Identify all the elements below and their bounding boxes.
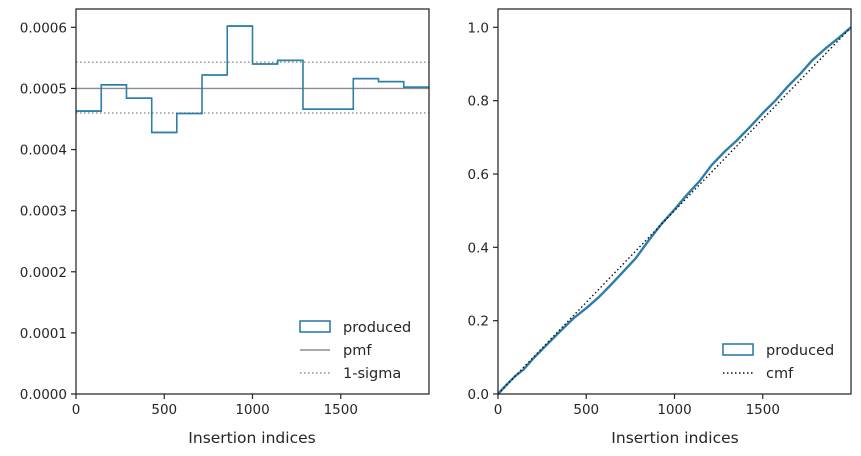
legend-label-cmf: cmf — [766, 366, 794, 382]
left-y-tick-label: 0.0005 — [20, 81, 67, 97]
left-x-axis-title: Insertion indices — [188, 429, 315, 447]
legend-swatch-produced — [299, 320, 331, 333]
legend-label-produced: produced — [343, 320, 411, 336]
left-x-tick-label: 1500 — [324, 402, 358, 418]
left-y-tick-label: 0.0002 — [20, 265, 67, 281]
right-x-tick-label: 0 — [494, 402, 503, 418]
right-y-tick-label: 0.4 — [468, 240, 489, 256]
left-legend: produced pmf 1-sigma — [299, 320, 411, 382]
left-plot-frame — [75, 8, 430, 395]
left-y-tick-label: 0.0006 — [20, 20, 67, 36]
right-y-tick-label: 0.8 — [468, 94, 489, 110]
left-x-tick-label: 500 — [151, 402, 177, 418]
left-x-tick-label: 1000 — [235, 402, 269, 418]
left-y-tick-label: 0.0003 — [20, 204, 67, 220]
right-x-tick-label: 1000 — [657, 402, 691, 418]
right-legend: produced cmf — [722, 343, 834, 382]
right-x-tick-label: 1500 — [746, 402, 780, 418]
produced-cdf-line — [497, 26, 852, 395]
right-x-tick-label: 500 — [573, 402, 599, 418]
legend-label-sigma: 1-sigma — [343, 366, 401, 382]
left-y-tick-label: 0.0001 — [20, 326, 67, 342]
right-y-tick-label: 1.0 — [468, 20, 489, 36]
right-chart: 0 500 1000 1500 0.0 0.2 0.4 0.6 0.8 1.0 Insertion… — [468, 8, 852, 447]
legend-swatch-produced-cdf — [722, 343, 754, 356]
right-y-tick-label: 0.6 — [468, 167, 489, 183]
right-x-axis-title: Insertion indices — [611, 429, 738, 447]
right-y-tick-label: 0.2 — [468, 314, 489, 330]
left-chart: 0 500 1000 1500 0.0000 0.0001 0.0002 0.0003 0.00… — [20, 8, 430, 447]
legend-label-pmf: pmf — [343, 343, 372, 359]
left-y-tick-label: 0.0004 — [20, 143, 67, 159]
left-y-tick-label: 0.0000 — [20, 387, 67, 403]
cmf-line — [497, 26, 852, 395]
legend-label-produced-cdf: produced — [766, 343, 834, 359]
left-x-tick-label: 0 — [72, 402, 81, 418]
right-y-tick-label: 0.0 — [468, 387, 489, 403]
right-plot-frame — [497, 8, 852, 395]
